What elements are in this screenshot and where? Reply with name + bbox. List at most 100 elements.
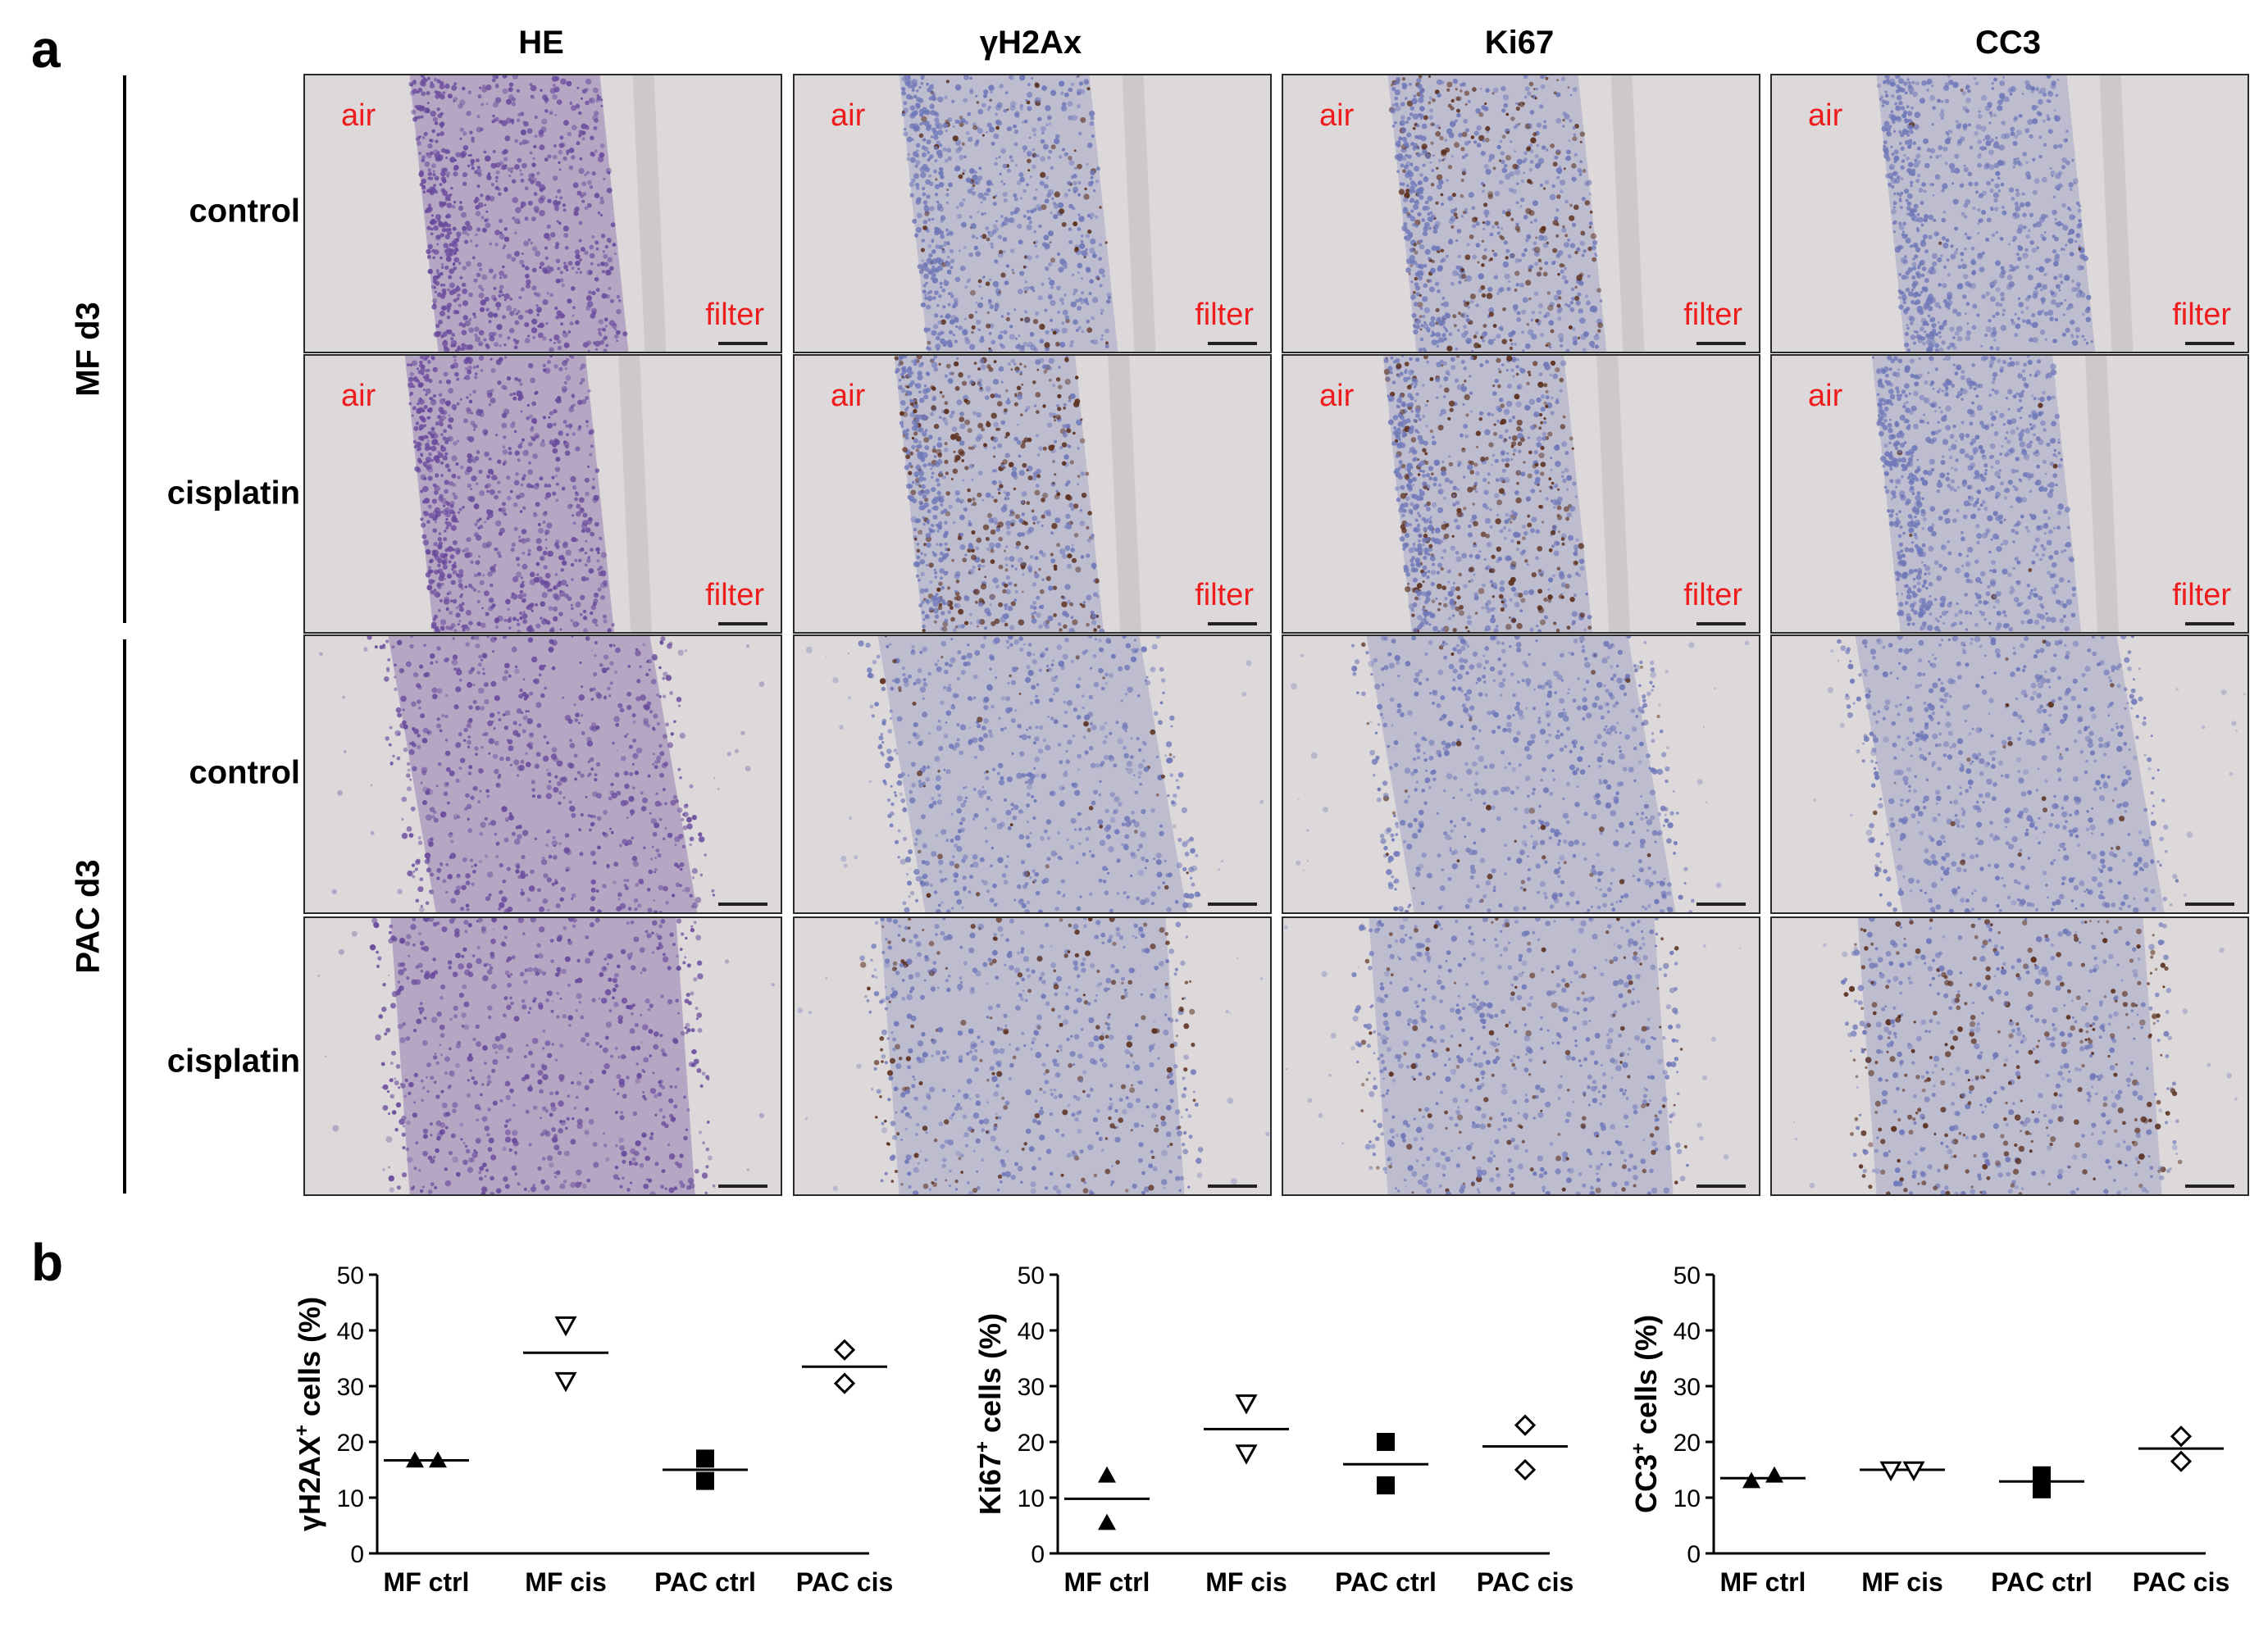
scale-bar — [1696, 342, 1746, 345]
y-tick-label: 30 — [1674, 1374, 1701, 1401]
scale-bar — [1208, 903, 1257, 906]
micrograph-mf-cisplatin-he: air filter — [303, 354, 782, 634]
micrograph-pac-cisplatin-gh2ax — [793, 916, 1272, 1196]
y-tick-label: 10 — [1018, 1485, 1045, 1512]
x-tick-label: MF cis — [1861, 1567, 1943, 1597]
micrograph-pac-control-ki67 — [1282, 634, 1760, 914]
scale-bar — [2185, 1185, 2234, 1188]
data-point — [1235, 1394, 1258, 1415]
y-axis-label: CC3+ cells (%) — [1628, 1315, 1663, 1513]
overlay-filter-label: filter — [1683, 578, 1742, 612]
overlay-filter-label: filter — [1683, 298, 1742, 332]
data-point — [1235, 1444, 1258, 1465]
x-tick-label: MF ctrl — [384, 1567, 470, 1597]
data-point — [1514, 1458, 1537, 1481]
scale-bar — [2185, 622, 2234, 625]
micrograph-mf-control-he: air filter — [303, 74, 782, 353]
data-point — [2033, 1480, 2051, 1498]
x-tick-label: PAC ctrl — [654, 1567, 756, 1597]
scale-bar — [1208, 1185, 1257, 1188]
micrograph-mf-cisplatin-ki67: air filter — [1282, 354, 1760, 634]
x-tick-label: PAC cis — [2133, 1567, 2230, 1597]
column-header-he: HE — [518, 25, 564, 61]
panel-a-letter: a — [31, 20, 61, 79]
y-tick-label: 30 — [1018, 1374, 1045, 1401]
data-point — [2170, 1426, 2193, 1448]
micrograph-pac-control-gh2ax — [793, 634, 1272, 914]
x-tick-label: PAC ctrl — [1335, 1567, 1437, 1597]
y-tick-label: 0 — [1687, 1541, 1701, 1568]
scale-bar — [2185, 342, 2234, 345]
chart-cc3: 0 10 20 30 40 50 CC3+ cells (%) MF ctrl MF cis PA… — [1607, 1221, 2255, 1635]
data-point — [554, 1371, 577, 1393]
x-tick-label: MF cis — [525, 1567, 607, 1597]
micrograph-mf-control-gh2ax: air filter — [793, 74, 1272, 353]
overlay-filter-label: filter — [2172, 298, 2231, 332]
x-tick-label: MF ctrl — [1064, 1567, 1150, 1597]
data-point — [1879, 1461, 1902, 1482]
micrograph-pac-cisplatin-cc3 — [1770, 916, 2249, 1196]
data-point — [554, 1316, 577, 1337]
micrograph-pac-control-he — [303, 634, 782, 914]
y-tick-label: 20 — [337, 1430, 364, 1457]
scale-bar — [718, 903, 767, 906]
scale-bar — [1208, 622, 1257, 625]
chart-ki67: 0 10 20 30 40 50 Ki67+ cells (%) MF ctrl MF cis P… — [951, 1221, 1599, 1635]
overlay-filter-label: filter — [1195, 578, 1254, 612]
chart-gh2ax: 0 10 20 30 40 50 γH2AX+ cells (%) MF ctrl MF cis… — [271, 1221, 918, 1635]
column-header-gh2ax: γH2Ax — [979, 25, 1082, 61]
overlay-filter-label: filter — [705, 298, 764, 332]
data-point — [696, 1471, 714, 1490]
micrograph-mf-control-cc3: air filter — [1770, 74, 2249, 353]
row-label-mf-control: control — [189, 193, 300, 230]
data-point — [696, 1449, 714, 1468]
group-bracket-mf — [123, 75, 126, 623]
micrograph-mf-control-ki67: air filter — [1282, 74, 1760, 353]
overlay-air-label: air — [341, 379, 376, 413]
micrograph-pac-control-cc3 — [1770, 634, 2249, 914]
data-point — [1377, 1476, 1395, 1495]
overlay-filter-label: filter — [1195, 298, 1254, 332]
y-tick-label: 50 — [1018, 1262, 1045, 1289]
x-tick-label: MF cis — [1205, 1567, 1287, 1597]
micrograph-mf-cisplatin-gh2ax: air filter — [793, 354, 1272, 634]
y-axis-label: γH2AX+ cells (%) — [291, 1297, 326, 1531]
y-tick-label: 30 — [337, 1374, 364, 1401]
data-point — [2033, 1466, 2051, 1485]
y-axis-label: Ki67+ cells (%) — [972, 1313, 1007, 1515]
data-point — [406, 1451, 424, 1468]
y-tick-label: 10 — [1674, 1485, 1701, 1512]
y-tick-label: 20 — [1674, 1430, 1701, 1457]
y-tick-label: 40 — [1018, 1318, 1045, 1345]
x-tick-label: PAC ctrl — [1991, 1567, 2093, 1597]
data-point — [1514, 1414, 1537, 1436]
data-point — [1098, 1513, 1116, 1530]
data-point — [1377, 1433, 1395, 1451]
scale-bar — [718, 1185, 767, 1188]
scale-bar — [2185, 903, 2234, 906]
column-header-cc3: CC3 — [1974, 25, 2042, 61]
scale-bar — [1696, 903, 1746, 906]
y-tick-label: 0 — [1031, 1541, 1045, 1568]
row-label-pac-control: control — [189, 754, 300, 791]
overlay-filter-label: filter — [2172, 578, 2231, 612]
data-point — [2170, 1450, 2193, 1472]
y-tick-label: 40 — [337, 1318, 364, 1345]
overlay-air-label: air — [1319, 98, 1355, 133]
x-tick-label: PAC cis — [1477, 1567, 1574, 1597]
row-label-mf-cisplatin: cisplatin — [166, 475, 300, 512]
overlay-air-label: air — [341, 98, 376, 133]
y-tick-label: 50 — [337, 1262, 364, 1289]
scale-bar — [1696, 1185, 1746, 1188]
data-point — [833, 1339, 856, 1361]
scale-bar — [1696, 622, 1746, 625]
y-tick-label: 0 — [350, 1541, 364, 1568]
scale-bar — [1208, 342, 1257, 345]
overlay-filter-label: filter — [705, 578, 764, 612]
overlay-air-label: air — [831, 379, 866, 413]
data-point — [1902, 1461, 1925, 1482]
overlay-air-label: air — [1319, 379, 1355, 413]
overlay-air-label: air — [1808, 98, 1843, 133]
data-point — [833, 1372, 856, 1394]
column-header-ki67: Ki67 — [1484, 25, 1555, 61]
